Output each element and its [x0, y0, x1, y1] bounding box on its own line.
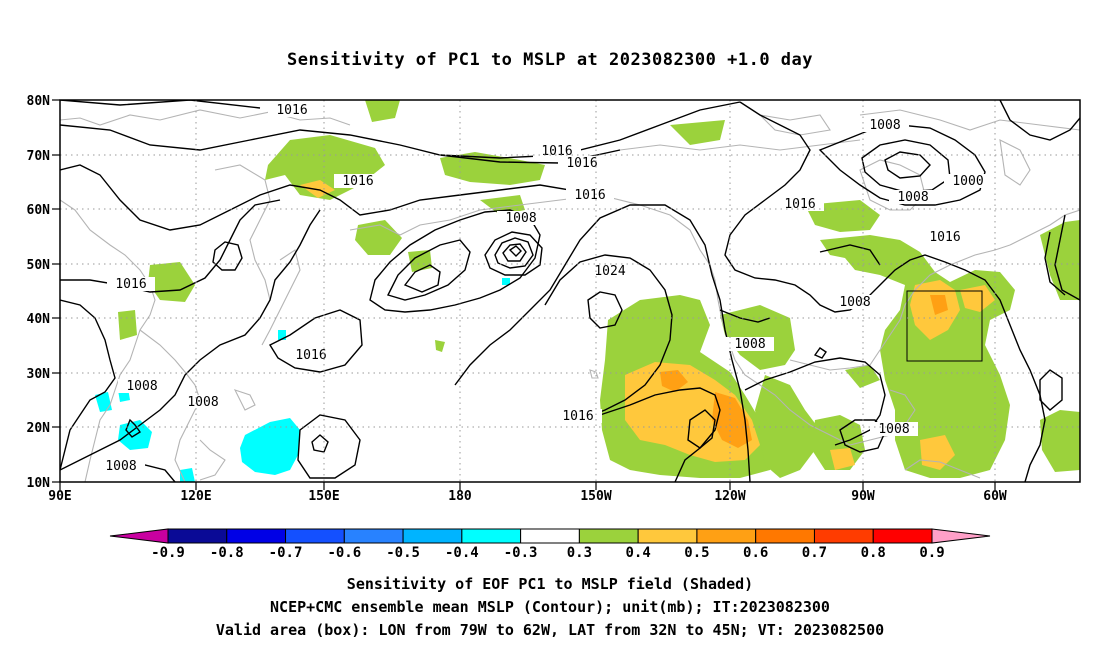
mslp-contours — [60, 100, 1080, 482]
colorbar-tick-label: 0.9 — [919, 545, 944, 561]
colorbar-cell — [696, 528, 757, 544]
lat-label: 10N — [27, 476, 51, 491]
colorbar-cell — [872, 528, 933, 544]
lon-label: 150E — [308, 489, 339, 504]
colorbar-cell — [226, 528, 287, 544]
colorbar-left-arrow — [109, 528, 169, 544]
map-frame — [59, 99, 1081, 483]
contour-label: 1008 — [105, 459, 136, 474]
map-title: Sensitivity of PC1 to MSLP at 2023082300… — [286, 50, 813, 70]
axis-ticks — [52, 99, 996, 490]
colorbar-tick-label: 0.7 — [802, 545, 827, 561]
colorbar-cell — [637, 528, 698, 544]
colorbar-tick-label: -0.6 — [327, 545, 361, 561]
lon-label: 90W — [851, 489, 875, 504]
lon-label: 150W — [580, 489, 611, 504]
contour-label: 1016 — [562, 409, 593, 424]
contour-label: 1008 — [187, 395, 218, 410]
lon-label: 120E — [180, 489, 211, 504]
caption-line-1: Sensitivity of EOF PC1 to MSLP field (Sh… — [346, 575, 754, 593]
contour-label: 1016 — [541, 144, 572, 159]
lat-label: 30N — [27, 367, 51, 382]
colorbar-tick-label: -0.5 — [386, 545, 420, 561]
contour-label: 1008 — [126, 379, 157, 394]
lat-label: 80N — [27, 94, 51, 109]
colorbar-tick-label: 0.4 — [626, 545, 651, 561]
colorbar-tick-label: -0.8 — [210, 545, 244, 561]
colorbar-cell — [755, 528, 815, 544]
lon-label: 120W — [714, 489, 745, 504]
colorbar: -0.9 -0.8 -0.7 -0.6 -0.5 -0.4 -0.3 0.3 0.4 0.5 0.6… — [109, 528, 991, 561]
colorbar-cell — [402, 528, 463, 544]
colorbar-tick-label: 0.3 — [567, 545, 592, 561]
colorbar-cell — [343, 528, 404, 544]
lat-label: 20N — [27, 421, 51, 436]
coastlines — [60, 109, 1080, 482]
lon-label: 90E — [48, 489, 71, 504]
contour-label: 1008 — [734, 337, 765, 352]
caption-line-2: NCEP+CMC ensemble mean MSLP (Contour); u… — [270, 598, 830, 616]
contour-label: 1016 — [342, 174, 373, 189]
colorbar-tick-label: 0.6 — [743, 545, 768, 561]
contour-label: 1024 — [594, 264, 625, 279]
colorbar-cell — [813, 528, 874, 544]
colorbar-tick-label: 0.8 — [861, 545, 886, 561]
colorbar-tick-label: -0.4 — [445, 545, 479, 561]
lat-label: 70N — [27, 149, 51, 164]
contour-label: 1016 — [566, 156, 597, 171]
contour-label: 1008 — [878, 422, 909, 437]
colorbar-cell — [520, 528, 580, 544]
caption-line-3: Valid area (box): LON from 79W to 62W, L… — [215, 621, 885, 639]
contour-label: 1016 — [929, 230, 960, 245]
colorbar-tick-label: -0.3 — [504, 545, 538, 561]
positive-sensitivity-high — [660, 295, 948, 448]
contour-label: 1000 — [952, 174, 983, 189]
contour-label: 1008 — [505, 211, 536, 226]
lon-label: 180 — [448, 489, 472, 504]
contour-label: 1016 — [295, 348, 326, 363]
colorbar-tick-label: -0.7 — [269, 545, 303, 561]
colorbar-cell — [285, 528, 345, 544]
contour-label: 1016 — [574, 188, 605, 203]
colorbar-tick-label: 0.5 — [684, 545, 709, 561]
lat-label: 60N — [27, 203, 51, 218]
lon-label: 60W — [983, 489, 1007, 504]
lat-label: 50N — [27, 258, 51, 273]
colorbar-right-arrow — [931, 528, 991, 544]
contour-label: 1016 — [784, 197, 815, 212]
colorbar-cell — [578, 528, 639, 544]
contour-label: 1016 — [115, 277, 146, 292]
sensitivity-shading — [95, 100, 1080, 482]
colorbar-tick-label: -0.9 — [151, 545, 185, 561]
contour-label: 1008 — [897, 190, 928, 205]
contour-label: 1016 — [276, 103, 307, 118]
contour-label: 1008 — [839, 295, 870, 310]
valid-area-box — [906, 290, 983, 362]
colorbar-cell — [461, 528, 522, 544]
lat-label: 40N — [27, 312, 51, 327]
colorbar-cell — [167, 528, 228, 544]
contour-label: 1008 — [869, 118, 900, 133]
